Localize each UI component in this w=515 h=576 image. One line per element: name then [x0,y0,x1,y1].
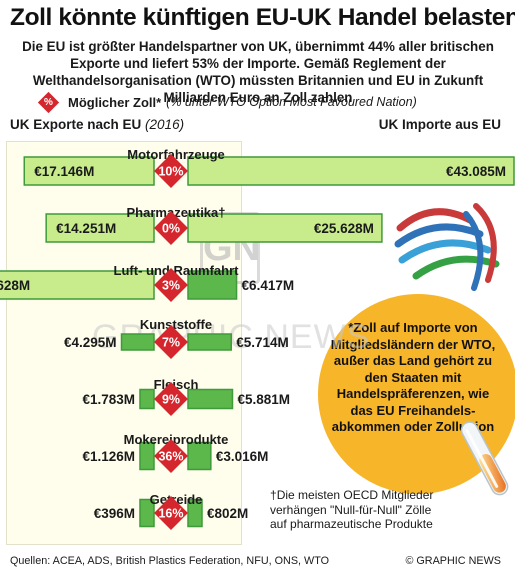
category-label: Kunststoffe [140,317,212,332]
column-header-exports-label: UK Exporte nach EU [10,117,142,132]
wto-logo-icon [394,203,500,291]
footnote-mark: † [270,488,277,502]
test-tube-icon [460,421,509,496]
bar-import [187,498,203,528]
category-label: Getreide [150,492,203,507]
tariff-diamond [154,154,188,188]
data-label-export: €17.146M [34,164,94,179]
legend-symbol: % [44,96,53,108]
tariff-label: 36% [158,450,183,464]
data-label-export: €4.295M [64,335,117,350]
category-label: Pharmazeutika† [127,205,226,220]
bar-import [187,441,212,471]
tariff-diamond [154,382,188,416]
data-label-import: €5.714M [236,335,289,350]
legend-note: (% unter WTO Option Most Favoured Nation… [166,95,417,109]
tariff-label: 16% [158,507,183,521]
footnote-text: Die meisten OECD Mitglieder verhängen "N… [270,488,434,531]
data-label-import: €3.016M [216,449,269,464]
category-label: Motorfahrzeuge [127,147,225,162]
tariff-label: 10% [158,165,183,179]
data-label-export: €1.783M [82,392,135,407]
bar-import [187,270,238,300]
footnote: †Die meisten OECD Mitglieder verhängen "… [270,488,445,532]
data-label-import: €802M [207,506,248,521]
tariff-diamond [154,439,188,473]
bar-import [187,213,383,243]
data-label-export: €396M [94,506,135,521]
tariff-diamond [154,325,188,359]
tariff-diamond [154,211,188,245]
callout-text: *Zoll auf Importe von Mitgliedsländern d… [330,320,496,434]
bar-export [23,156,155,186]
column-header-imports: UK Importe aus EU [378,117,501,132]
category-label: Mokereiprodukte [124,432,229,447]
data-label-import: €43.085M [446,164,506,179]
data-label-import: €25.628M [314,221,374,236]
bar-import [187,156,515,186]
page-title: Zoll könnte künftigen EU-UK Handel belas… [10,4,515,31]
column-header-exports: UK Exporte nach EU (2016) [10,117,184,132]
legend-label: Möglicher Zoll* [68,94,162,110]
tariff-diamond-icon: % [38,92,59,113]
bar-import [187,333,232,351]
data-label-import: €6.417M [242,278,295,293]
bar-export [139,441,155,471]
bar-import [187,388,234,410]
legend: % Möglicher Zoll* (% unter WTO Option Mo… [38,92,417,112]
bar-export [0,270,155,300]
data-label-export: €25.628M [0,278,30,293]
data-label-export: €1.126M [82,449,135,464]
credit: © GRAPHIC NEWS [405,555,501,567]
tariff-label: 3% [162,279,180,293]
category-label: Luft- und Raumfahrt [114,263,240,278]
data-label-import: €5.881M [237,392,290,407]
data-label-export: €14.251M [56,221,116,236]
bar-export [120,333,155,351]
tariff-label: 0% [162,222,180,236]
tariff-diamond [154,268,188,302]
page-subtitle: Die EU ist größter Handelspartner von UK… [22,39,494,105]
tariff-diamond [154,496,188,530]
bar-export [139,388,155,410]
tariff-label: 7% [162,336,180,350]
bar-export [139,498,155,528]
bar-export [45,213,155,243]
tariff-label: 9% [162,393,180,407]
sources: Quellen: ACEA, ADS, British Plastics Fed… [10,555,330,567]
column-header-year: (2016) [145,117,185,132]
